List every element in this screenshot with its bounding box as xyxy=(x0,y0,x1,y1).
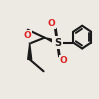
Text: O: O xyxy=(48,19,55,28)
Text: S: S xyxy=(54,38,61,48)
Text: O: O xyxy=(59,56,67,65)
Polygon shape xyxy=(45,38,58,44)
Polygon shape xyxy=(28,44,32,59)
Text: O: O xyxy=(24,31,32,40)
